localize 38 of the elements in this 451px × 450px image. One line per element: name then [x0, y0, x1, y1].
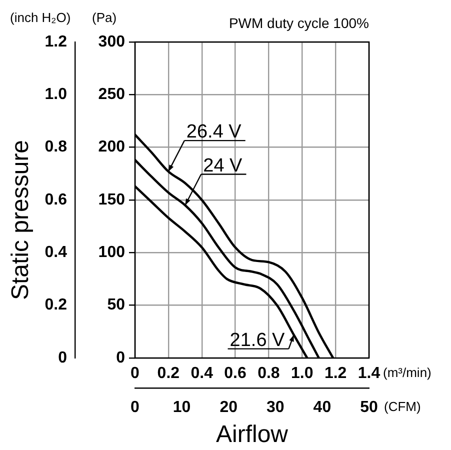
y-tick-label: 0.6 — [44, 191, 68, 208]
legend-label: 24 V — [203, 155, 243, 176]
x2-tick-label: 50 — [360, 399, 378, 416]
y-tick-label: 1.0 — [44, 86, 68, 104]
x2-tick-label: 40 — [313, 399, 332, 416]
x-tick-label: 1.0 — [291, 365, 314, 382]
y-axis-title: Static pressure — [7, 140, 34, 300]
y-tick-label: 0.2 — [44, 296, 68, 314]
series-label: 21.6 V — [230, 330, 286, 351]
y2-tick-label: 50 — [107, 296, 126, 314]
y2-tick-label: 250 — [98, 86, 126, 104]
y2-tick-label: 200 — [98, 138, 126, 156]
y-tick-label: 0.8 — [44, 138, 68, 156]
y2-tick-label: 150 — [98, 191, 126, 208]
text: (m³/min) — [383, 365, 432, 380]
series-label: 26.4 V — [186, 122, 242, 143]
y2-tick-label: 0 — [116, 349, 126, 366]
y2-tick-label: 300 — [98, 33, 126, 50]
x2-tick-label: 30 — [266, 399, 284, 416]
x-tick-label: 1.4 — [358, 365, 380, 382]
y-tick-label: 0 — [58, 349, 68, 366]
text: (inch H₂O) — [10, 10, 71, 25]
x-tick-label: 0.8 — [258, 365, 280, 382]
text: (Pa) — [92, 10, 117, 25]
x2-tick-label: 20 — [220, 399, 238, 416]
x-axis-title: Airflow — [216, 421, 289, 448]
y2-tick-label: 100 — [98, 244, 126, 262]
x-tick-label: 0 — [130, 365, 140, 382]
y-tick-label: 0.4 — [44, 244, 68, 262]
x-tick-label: 0.4 — [190, 365, 214, 382]
x-tick-label: 0.6 — [224, 365, 247, 382]
x2-tick-label: 0 — [130, 399, 140, 416]
x2-tick-label: 10 — [172, 399, 191, 416]
x-tick-label: 0.2 — [157, 365, 180, 382]
chart-title: PWM duty cycle 100% — [228, 15, 369, 31]
y-tick-label: 1.2 — [44, 33, 68, 50]
text: (CFM) — [384, 399, 421, 414]
x-tick-label: 1.2 — [324, 365, 347, 382]
